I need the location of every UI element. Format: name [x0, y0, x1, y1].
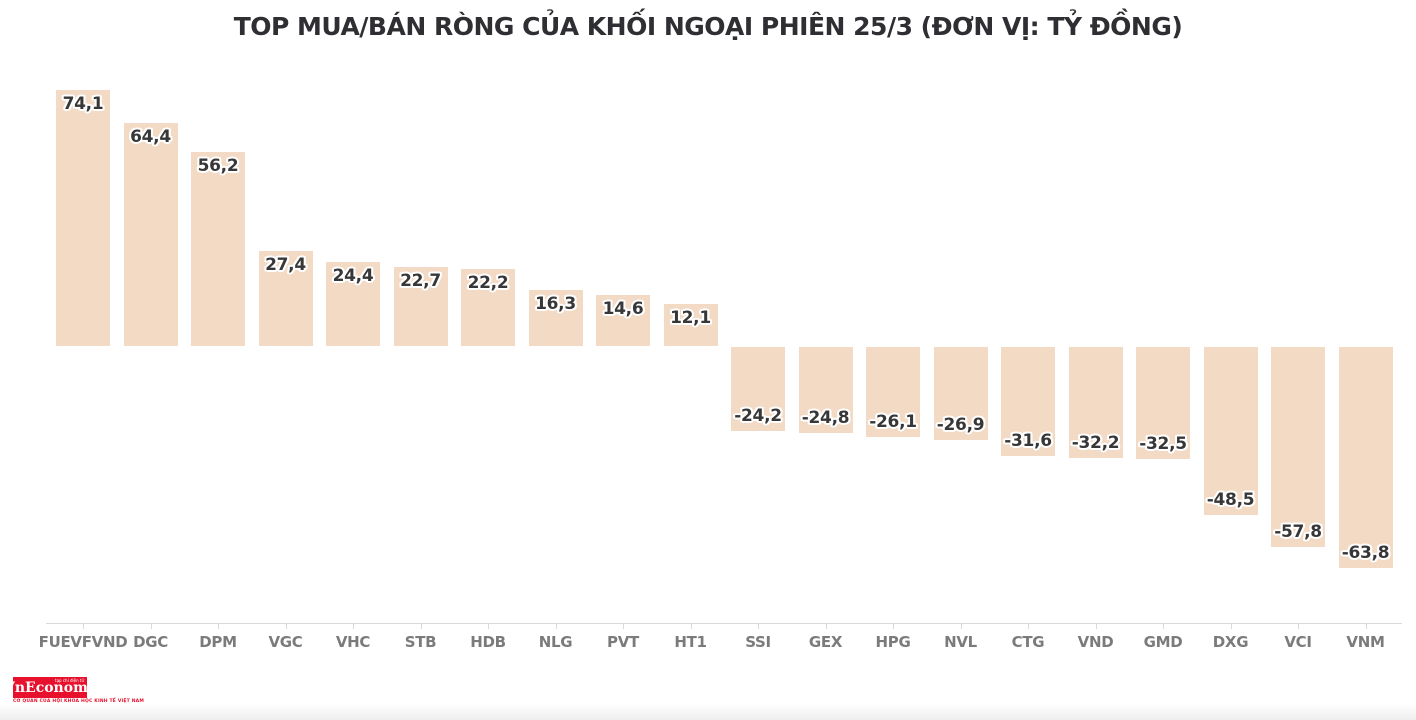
bar-value-label: -57,8 — [1274, 521, 1322, 542]
bar-ctg — [1001, 347, 1055, 457]
bar-value-label: 64,4 — [130, 127, 171, 148]
bar-vci — [1271, 347, 1325, 547]
x-axis-label-ctg: CTG — [1011, 633, 1045, 651]
bar-vnd — [1068, 347, 1123, 459]
x-axis-label-vgc: VGC — [268, 633, 303, 651]
bar-value-label: -24,8 — [801, 407, 850, 428]
bar-value-label: 16,3 — [535, 293, 576, 314]
bar-value-label: -24,2 — [734, 405, 782, 426]
x-axis-tick — [83, 623, 84, 629]
x-axis-tick — [1163, 623, 1164, 629]
x-axis-label-pvt: PVT — [607, 633, 639, 651]
x-axis-label-vnm: VNM — [1346, 633, 1385, 651]
vneconomy-logo-box: tạp chí điện tử VnEconomy — [4, 677, 96, 698]
x-axis-tick — [488, 623, 489, 629]
bar-value-label: -32,5 — [1139, 434, 1187, 455]
bar-dgc — [123, 123, 178, 346]
chart-title: TOP MUA/BÁN RÒNG CỦA KHỐI NGOẠI PHIÊN 25… — [233, 12, 1183, 41]
bar-hpg — [866, 347, 920, 438]
bar-value-label: -26,1 — [869, 412, 917, 433]
bar-value-label: -63,8 — [1341, 542, 1390, 563]
x-axis-tick — [353, 623, 354, 629]
x-axis-label-dgc: DGC — [133, 633, 168, 651]
bar-ht1 — [663, 304, 718, 346]
x-axis-tick — [420, 623, 422, 629]
bar-value-label: 22,2 — [467, 273, 509, 294]
x-axis-tick — [623, 623, 624, 629]
bar-hdb — [461, 269, 515, 346]
x-axis-tick — [285, 623, 287, 629]
bar-nlg — [528, 289, 583, 346]
bar-gex — [798, 347, 853, 433]
bottom-edge-shadow — [0, 704, 1416, 720]
x-axis-tick — [150, 623, 152, 629]
x-axis-label-stb: STB — [404, 633, 437, 651]
x-axis-tick — [758, 623, 759, 629]
logo-tagline: CƠ QUAN CỦA HỘI KHOA HỌC KINH TẾ VIỆT NA… — [13, 699, 145, 704]
bar-value-label: 74,1 — [62, 93, 104, 114]
x-axis-tick — [555, 623, 557, 629]
bar-ssi — [731, 347, 785, 431]
bar-value-label: -26,9 — [936, 415, 985, 436]
x-axis-label-fuevfvnd: FUEVFVND — [38, 633, 128, 651]
x-axis-tick — [1365, 623, 1367, 629]
bar-value-label: 22,7 — [400, 271, 441, 292]
bar-pvt — [596, 295, 650, 346]
bar-value-label: 12,1 — [670, 308, 711, 329]
bar-value-label: -31,6 — [1004, 431, 1052, 452]
x-axis-label-dxg: DXG — [1212, 633, 1249, 651]
bar-vhc — [326, 261, 380, 346]
bar-value-label: 24,4 — [332, 265, 374, 286]
x-axis-tick — [893, 623, 894, 629]
x-axis-label-vci: VCI — [1284, 633, 1312, 651]
x-axis-tick — [1095, 623, 1097, 629]
x-axis-tick — [1028, 623, 1029, 629]
bar-gmd — [1136, 347, 1190, 460]
x-axis-label-vnd: VND — [1077, 633, 1114, 651]
x-axis-tick — [1298, 623, 1299, 629]
bar-dxg — [1203, 347, 1258, 515]
x-axis-label-ht1: HT1 — [674, 633, 707, 651]
logo-wordmark: VnEconomy — [3, 680, 97, 696]
bar-value-label: 27,4 — [265, 255, 306, 276]
x-axis-label-nlg: NLG — [538, 633, 573, 651]
x-axis-line — [46, 623, 1402, 624]
x-axis-label-gex: GEX — [808, 633, 843, 651]
bar-nvl — [933, 347, 988, 441]
bar-value-label: 56,2 — [197, 155, 239, 176]
x-axis-tick — [218, 623, 219, 629]
bar-value-label: -32,2 — [1071, 433, 1120, 454]
x-axis-label-vhc: VHC — [335, 633, 371, 651]
bar-value-label: 14,6 — [602, 299, 644, 320]
x-axis-tick — [1230, 623, 1232, 629]
x-axis-label-hpg: HPG — [875, 633, 911, 651]
x-axis-label-dpm: DPM — [199, 633, 237, 651]
x-axis-label-nvl: NVL — [944, 633, 977, 651]
logo-top-text: tạp chí điện tử — [55, 678, 84, 683]
x-axis-tick — [825, 623, 827, 629]
x-axis-tick — [960, 623, 962, 629]
x-axis-label-hdb: HDB — [470, 633, 506, 651]
x-axis-label-gmd: GMD — [1143, 633, 1183, 651]
bar-fuevfvnd — [56, 89, 110, 346]
x-axis-tick — [690, 623, 692, 629]
vneconomy-logo: tạp chí điện tử VnEconomy CƠ QUAN CỦA HỘ… — [4, 677, 145, 704]
bar-vgc — [258, 251, 313, 346]
bar-stb — [393, 267, 448, 346]
x-axis-label-ssi: SSI — [745, 633, 771, 651]
bar-vnm — [1338, 347, 1393, 568]
bar-value-label: -48,5 — [1206, 489, 1255, 510]
bar-dpm — [191, 151, 245, 346]
